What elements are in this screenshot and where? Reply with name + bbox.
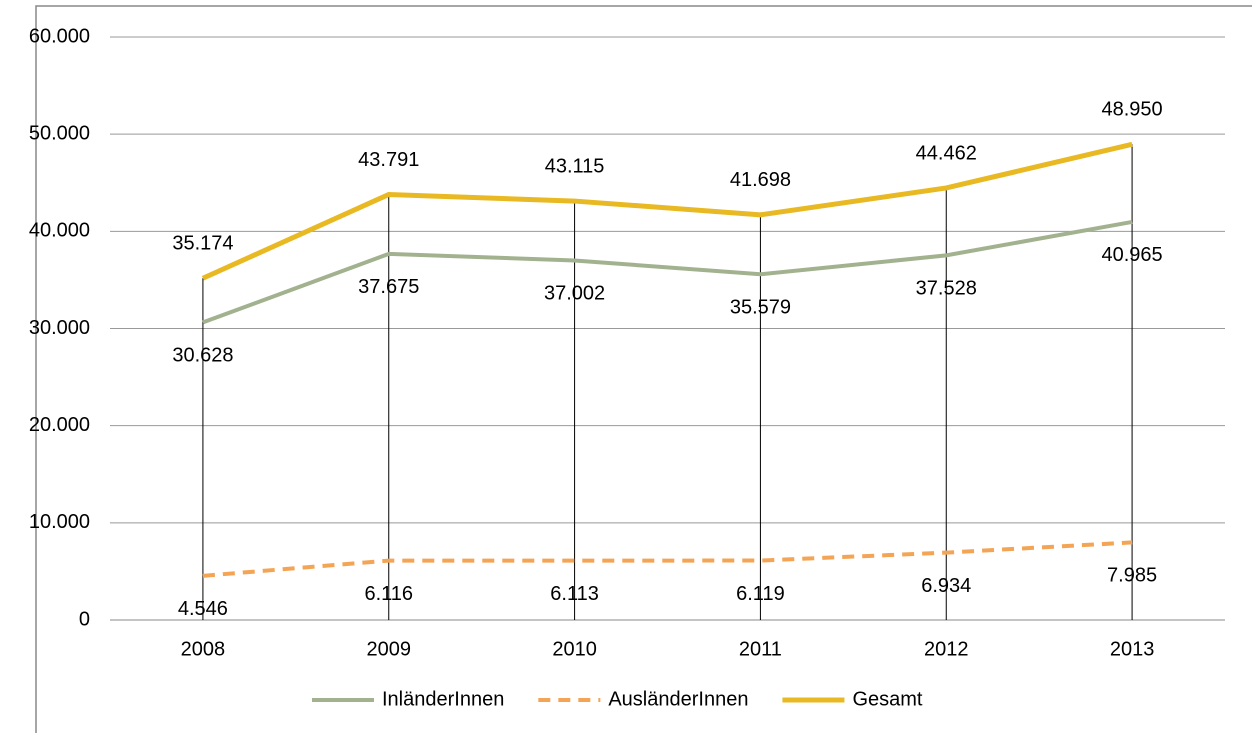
data-label: 37.528: [916, 278, 977, 300]
x-tick-label: 2013: [1110, 638, 1155, 660]
data-label: 41.698: [730, 169, 791, 191]
data-label: 43.115: [545, 155, 605, 177]
data-label: 6.113: [550, 583, 599, 605]
data-label: 37.675: [358, 276, 419, 298]
x-tick-label: 2008: [181, 638, 226, 660]
y-tick-label: 60.000: [29, 25, 90, 47]
data-label: 30.628: [172, 345, 233, 367]
legend-label: Gesamt: [852, 688, 922, 710]
legend-label: AusländerInnen: [608, 688, 748, 710]
legend-label: InländerInnen: [382, 688, 504, 710]
data-label: 6.934: [921, 575, 971, 597]
data-label: 43.791: [358, 149, 419, 171]
y-tick-label: 10.000: [29, 511, 90, 533]
x-tick-label: 2010: [552, 638, 597, 660]
data-label: 35.579: [730, 297, 791, 319]
x-tick-label: 2012: [924, 638, 969, 660]
data-label: 37.002: [544, 283, 605, 305]
data-label: 4.546: [178, 598, 228, 620]
y-tick-label: 40.000: [29, 220, 90, 242]
x-tick-label: 2009: [367, 638, 412, 660]
y-tick-label: 30.000: [29, 317, 90, 339]
data-label: 7.985: [1107, 565, 1157, 587]
y-tick-label: 50.000: [29, 122, 90, 144]
data-label: 40.965: [1101, 244, 1162, 266]
y-tick-label: 20.000: [29, 414, 90, 436]
data-label: 35.174: [172, 233, 233, 255]
chart-frame: [35, 5, 1252, 733]
data-label: 6.119: [736, 583, 785, 605]
y-tick-label: 0: [79, 608, 90, 630]
x-tick-label: 2011: [739, 638, 782, 660]
series-line: [202, 219, 1133, 325]
series-line: [201, 141, 1133, 281]
data-label: 44.462: [916, 142, 977, 164]
data-label: 48.950: [1101, 99, 1162, 121]
data-label: 6.116: [364, 583, 413, 605]
series-line: [202, 540, 1133, 578]
